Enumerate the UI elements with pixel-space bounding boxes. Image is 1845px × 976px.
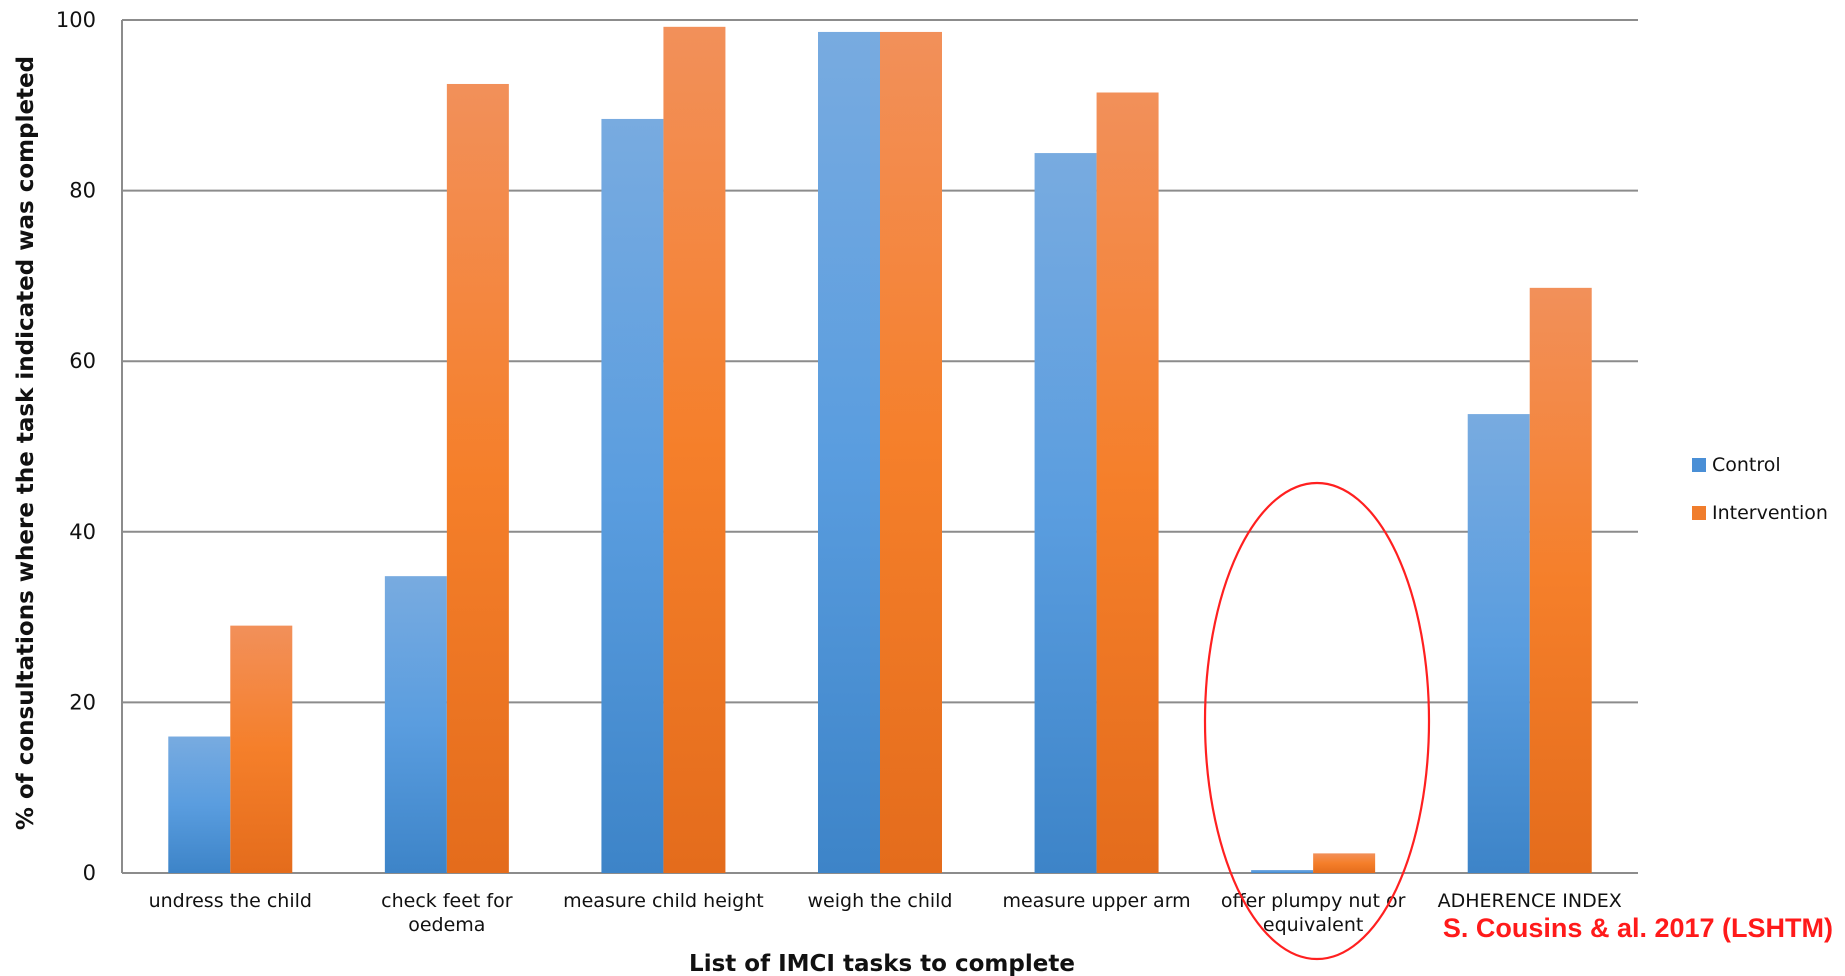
bar-intervention [1313, 853, 1376, 873]
bar-intervention [446, 83, 509, 874]
y-tick-label: 20 [69, 690, 96, 714]
bars [168, 26, 1592, 874]
x-tick-label: offer plumpy nut or [1221, 890, 1406, 912]
legend-swatch-intervention [1692, 506, 1706, 520]
bar-control [601, 118, 664, 873]
credit-text: S. Cousins & al. 2017 (LSHTM) [1443, 913, 1833, 943]
x-tick-label: equivalent [1263, 914, 1363, 936]
bar-control [1251, 870, 1314, 873]
legend-label-control: Control [1712, 454, 1781, 476]
legend-label-intervention: Intervention [1712, 502, 1828, 524]
y-tick-label: 40 [69, 520, 96, 544]
bar-control [1034, 153, 1097, 873]
x-tick-label: measure upper arm [1002, 890, 1190, 912]
bar-intervention [230, 625, 293, 873]
bar-intervention [880, 31, 942, 873]
bar-control [384, 576, 447, 873]
x-tick-label: ADHERENCE INDEX [1438, 890, 1622, 912]
x-tick-label: measure child height [563, 890, 764, 912]
y-tick-label: 100 [56, 8, 96, 32]
bar-intervention [1529, 287, 1592, 873]
y-tick-label: 60 [69, 349, 96, 373]
x-tick-label: weigh the child [808, 890, 953, 912]
y-tick-label: 80 [69, 179, 96, 203]
x-tick-label: undress the child [149, 890, 312, 912]
bar-control [1467, 414, 1530, 873]
legend: Control Intervention [1692, 454, 1828, 524]
y-axis-title: % of consultations where the task indica… [13, 56, 39, 830]
bar-intervention [1096, 92, 1159, 873]
highlight-ellipse [1203, 481, 1431, 961]
y-tick-label: 0 [83, 861, 96, 885]
bar-intervention [663, 26, 726, 874]
x-tick-label: check feet for [381, 890, 513, 912]
bar-control [818, 31, 880, 873]
legend-swatch-control [1692, 458, 1706, 472]
y-tick-labels: 0 20 40 60 80 100 [56, 8, 96, 885]
x-axis-title: List of IMCI tasks to complete [689, 951, 1075, 976]
bar-control [168, 736, 231, 873]
x-tick-label: oedema [408, 914, 485, 936]
